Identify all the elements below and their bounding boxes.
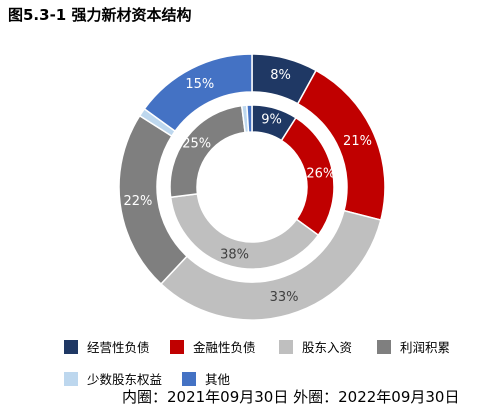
legend-item-financial-liabilities: 金融性负债	[170, 337, 256, 356]
inner-slice-label-3: 25%	[182, 137, 211, 152]
legend-label: 利润积累	[400, 340, 451, 355]
outer-slice-label-3: 22%	[123, 194, 152, 209]
outer-slice-label-2: 33%	[270, 290, 299, 305]
slice-labels: 9% 26% 38% 25% 8% 21% 33% 22% 15%	[123, 68, 372, 305]
legend-item-operating-liabilities: 经营性负债	[64, 337, 150, 356]
chart-title: 图5.3-1 强力新材资本结构	[8, 6, 192, 24]
inner-slice-label-2: 38%	[220, 247, 249, 262]
inner-ring	[169, 104, 335, 270]
legend-label: 其他	[205, 372, 231, 387]
legend-swatch	[64, 339, 78, 354]
legend-swatch	[182, 371, 196, 386]
legend-swatch	[170, 339, 184, 354]
outer-slice-5	[143, 53, 253, 133]
legend-swatch	[377, 339, 391, 354]
legend-item-minority-interest: 少数股东权益	[64, 369, 162, 388]
legend-swatch	[64, 371, 78, 386]
legend-label: 少数股东权益	[87, 372, 163, 387]
outer-ring	[118, 53, 386, 321]
legend-item-other: 其他	[182, 369, 230, 388]
outer-slice-label-1: 21%	[343, 134, 372, 149]
outer-slice-label-5: 15%	[185, 77, 214, 92]
legend-item-shareholder-capital: 股东入资	[279, 337, 352, 356]
inner-slice-label-0: 9%	[261, 112, 282, 127]
inner-slice-5	[246, 104, 253, 133]
legend-swatch	[279, 339, 293, 354]
ring-caption: 内圈：2021年09月30日 外圈：2022年09月30日	[122, 388, 460, 406]
legend-label: 金融性负债	[193, 340, 256, 355]
outer-slice-label-0: 8%	[270, 68, 291, 83]
legend-label: 股东入资	[302, 340, 353, 355]
legend-item-retained-earnings: 利润积累	[377, 337, 450, 356]
legend-label: 经营性负债	[87, 340, 150, 355]
inner-slice-label-1: 26%	[306, 166, 335, 181]
